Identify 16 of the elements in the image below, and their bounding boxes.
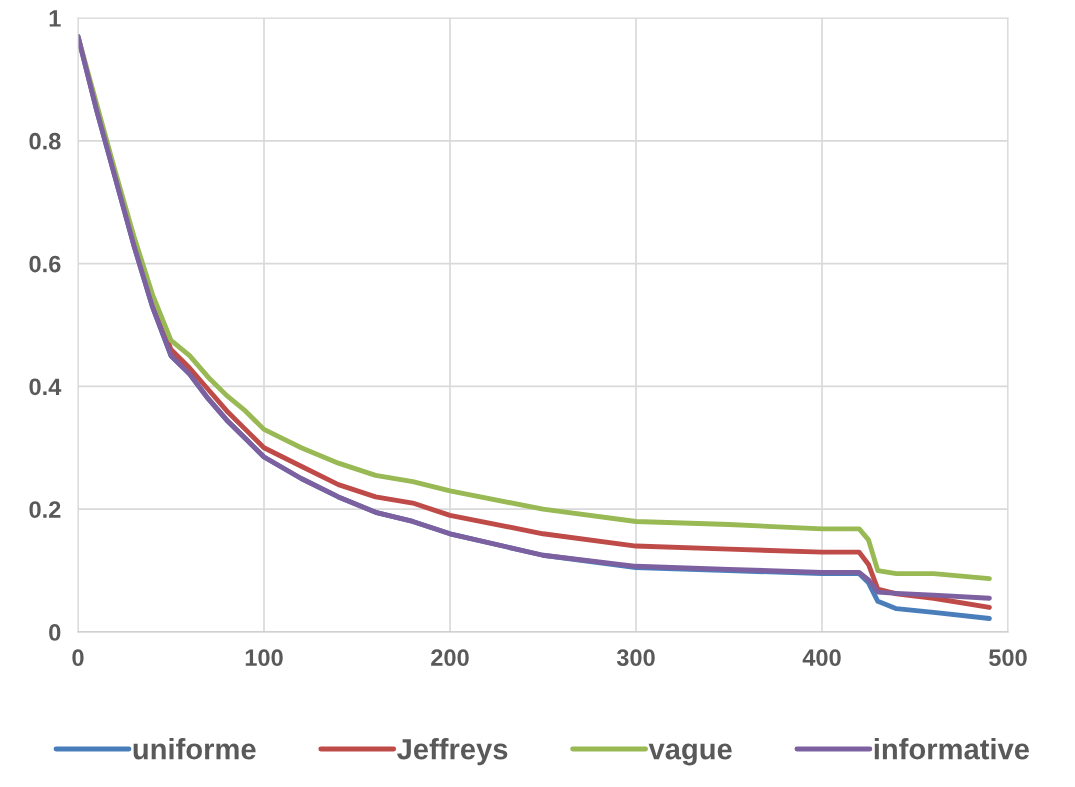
x-tick-label: 400 (802, 649, 841, 667)
y-tick-label: 0.4 (29, 378, 62, 396)
y-tick-label: 0 (49, 624, 61, 641)
y-tick-label: 0.6 (29, 255, 61, 273)
legend-label: Jeffreys (397, 738, 508, 766)
legend-label: vague (648, 743, 732, 766)
legend-label: uniforme (133, 738, 256, 760)
x-tick-label: 300 (616, 649, 655, 667)
x-tick-label: 0 (72, 649, 84, 667)
y-tick-label: 0.2 (29, 501, 61, 518)
x-tick-label: 200 (431, 649, 469, 667)
x-tick-label: 500 (989, 649, 1027, 667)
legend-label: informative (874, 738, 1029, 760)
x-tick-label: 100 (245, 649, 283, 667)
y-tick-label: 0.8 (29, 132, 61, 150)
y-tick-label: 1 (49, 10, 61, 27)
